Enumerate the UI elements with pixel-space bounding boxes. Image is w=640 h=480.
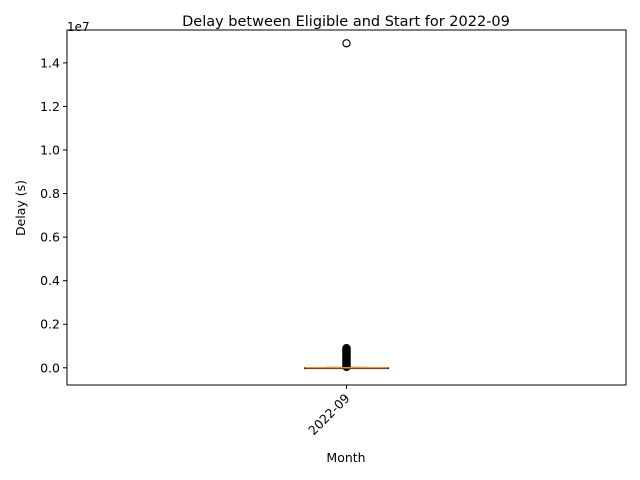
y-tick-label: 1.0 — [40, 143, 60, 158]
chart-title: Delay between Eligible and Start for 202… — [182, 14, 510, 30]
y-tick-label: 0.0 — [40, 360, 60, 375]
y-tick-label: 0.4 — [40, 273, 60, 288]
x-tick-label: 2022-09 — [305, 390, 353, 438]
y-axis-label: Delay (s) — [13, 180, 28, 236]
y-tick-label: 0.8 — [40, 186, 60, 201]
flier-point — [342, 39, 351, 48]
y-offset-label: 1e7 — [67, 20, 90, 34]
y-tick-label: 0.6 — [40, 230, 60, 245]
x-axis-label: Month — [326, 450, 365, 465]
y-tick-label: 1.2 — [40, 99, 60, 114]
y-tick-label: 1.4 — [40, 55, 60, 70]
flier-point — [342, 362, 351, 372]
plot-frame — [66, 29, 627, 386]
y-tick-label: 0.2 — [40, 317, 60, 332]
